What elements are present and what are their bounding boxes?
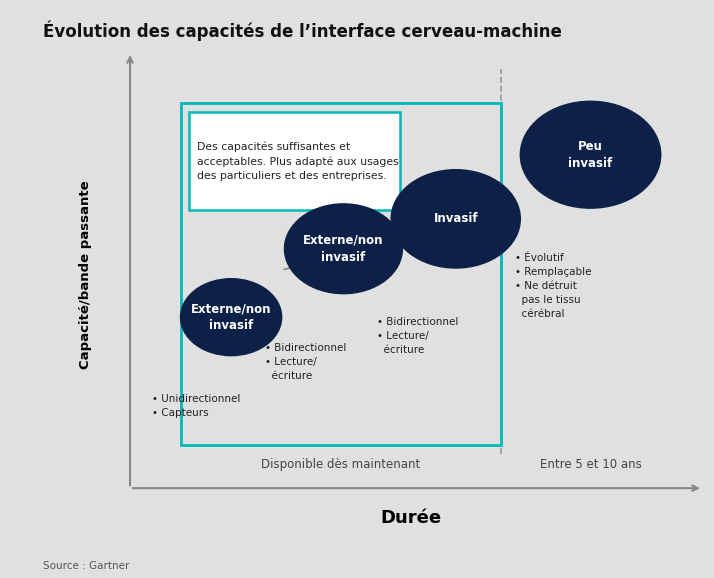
Text: Évolution des capacités de l’interface cerveau-machine: Évolution des capacités de l’interface c… (43, 20, 562, 40)
FancyBboxPatch shape (189, 112, 400, 210)
Circle shape (521, 101, 660, 208)
Circle shape (284, 204, 403, 294)
Text: Disponible dès maintenant: Disponible dès maintenant (261, 458, 421, 471)
Text: • Bidirectionnel
• Lecture/
  écriture: • Bidirectionnel • Lecture/ écriture (265, 343, 346, 381)
Text: Des capacités suffisantes et
acceptables. Plus adapté aux usages
des particulier: Des capacités suffisantes et acceptables… (197, 142, 399, 181)
Text: Capacité/bande passante: Capacité/bande passante (79, 180, 91, 369)
Text: Source : Gartner: Source : Gartner (43, 561, 129, 571)
Text: Peu
invasif: Peu invasif (568, 140, 613, 170)
Text: Externe/non
invasif: Externe/non invasif (303, 234, 383, 264)
Text: Invasif: Invasif (433, 212, 478, 225)
Text: Durée: Durée (381, 509, 441, 527)
Circle shape (181, 279, 281, 355)
Text: • Bidirectionnel
• Lecture/
  écriture: • Bidirectionnel • Lecture/ écriture (377, 317, 458, 355)
Text: Externe/non
invasif: Externe/non invasif (191, 302, 271, 332)
Text: • Évolutif
• Remplaçable
• Ne détruit
  pas le tissu
  cérébral: • Évolutif • Remplaçable • Ne détruit pa… (515, 253, 591, 319)
Text: Entre 5 et 10 ans: Entre 5 et 10 ans (540, 458, 641, 471)
Circle shape (391, 170, 521, 268)
Text: • Unidirectionnel
• Capteurs: • Unidirectionnel • Capteurs (153, 394, 241, 418)
